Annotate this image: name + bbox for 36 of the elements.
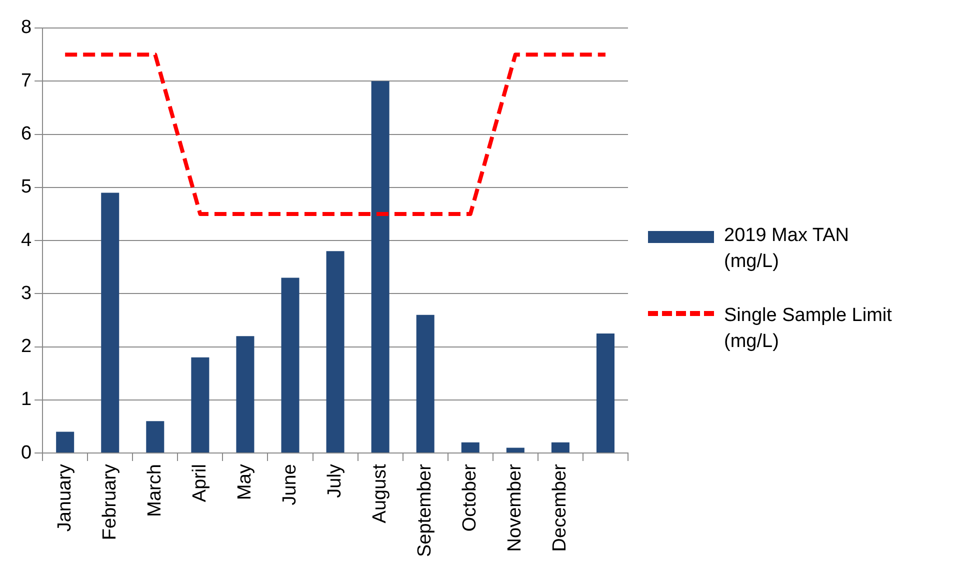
y-tick-label: 6 <box>20 124 32 144</box>
x-tick-label: June <box>279 464 300 506</box>
y-tick-label: 5 <box>20 176 32 198</box>
bar <box>326 251 344 453</box>
y-tick-label: 0 <box>20 442 32 464</box>
x-tick-label: November <box>504 463 526 552</box>
x-tick-label: April <box>189 464 210 502</box>
bar <box>461 442 480 453</box>
y-tick-label: 3 <box>20 282 32 304</box>
x-tick-label: July <box>324 464 346 498</box>
x-tick-label: February <box>99 464 120 540</box>
legend-label: 2019 Max TAN (mg/L) <box>724 224 850 274</box>
x-tick-label: October <box>460 463 481 532</box>
legend-label: Single Sample Limit (mg/L) <box>724 304 893 354</box>
y-tick-label: 2 <box>20 336 32 358</box>
bar <box>101 192 120 453</box>
bar <box>191 357 210 453</box>
bar <box>146 421 164 453</box>
x-tick-label: January <box>54 464 76 532</box>
bar <box>596 334 614 453</box>
bar <box>236 336 254 453</box>
bar <box>551 442 570 453</box>
x-tick-label: December <box>550 463 571 552</box>
y-tick-label: 7 <box>20 70 32 92</box>
y-tick-label: 4 <box>20 230 32 251</box>
y-tick-label: 1 <box>20 389 32 410</box>
x-tick-label: May <box>234 464 256 500</box>
bar <box>416 314 434 453</box>
bar <box>281 278 300 453</box>
x-tick-label: March <box>144 464 166 517</box>
x-tick-label: September <box>414 463 436 558</box>
x-tick-label: August <box>370 463 391 524</box>
bar <box>371 81 390 453</box>
y-tick-label: 8 <box>20 17 32 38</box>
bar <box>56 432 74 453</box>
bar <box>506 448 524 453</box>
